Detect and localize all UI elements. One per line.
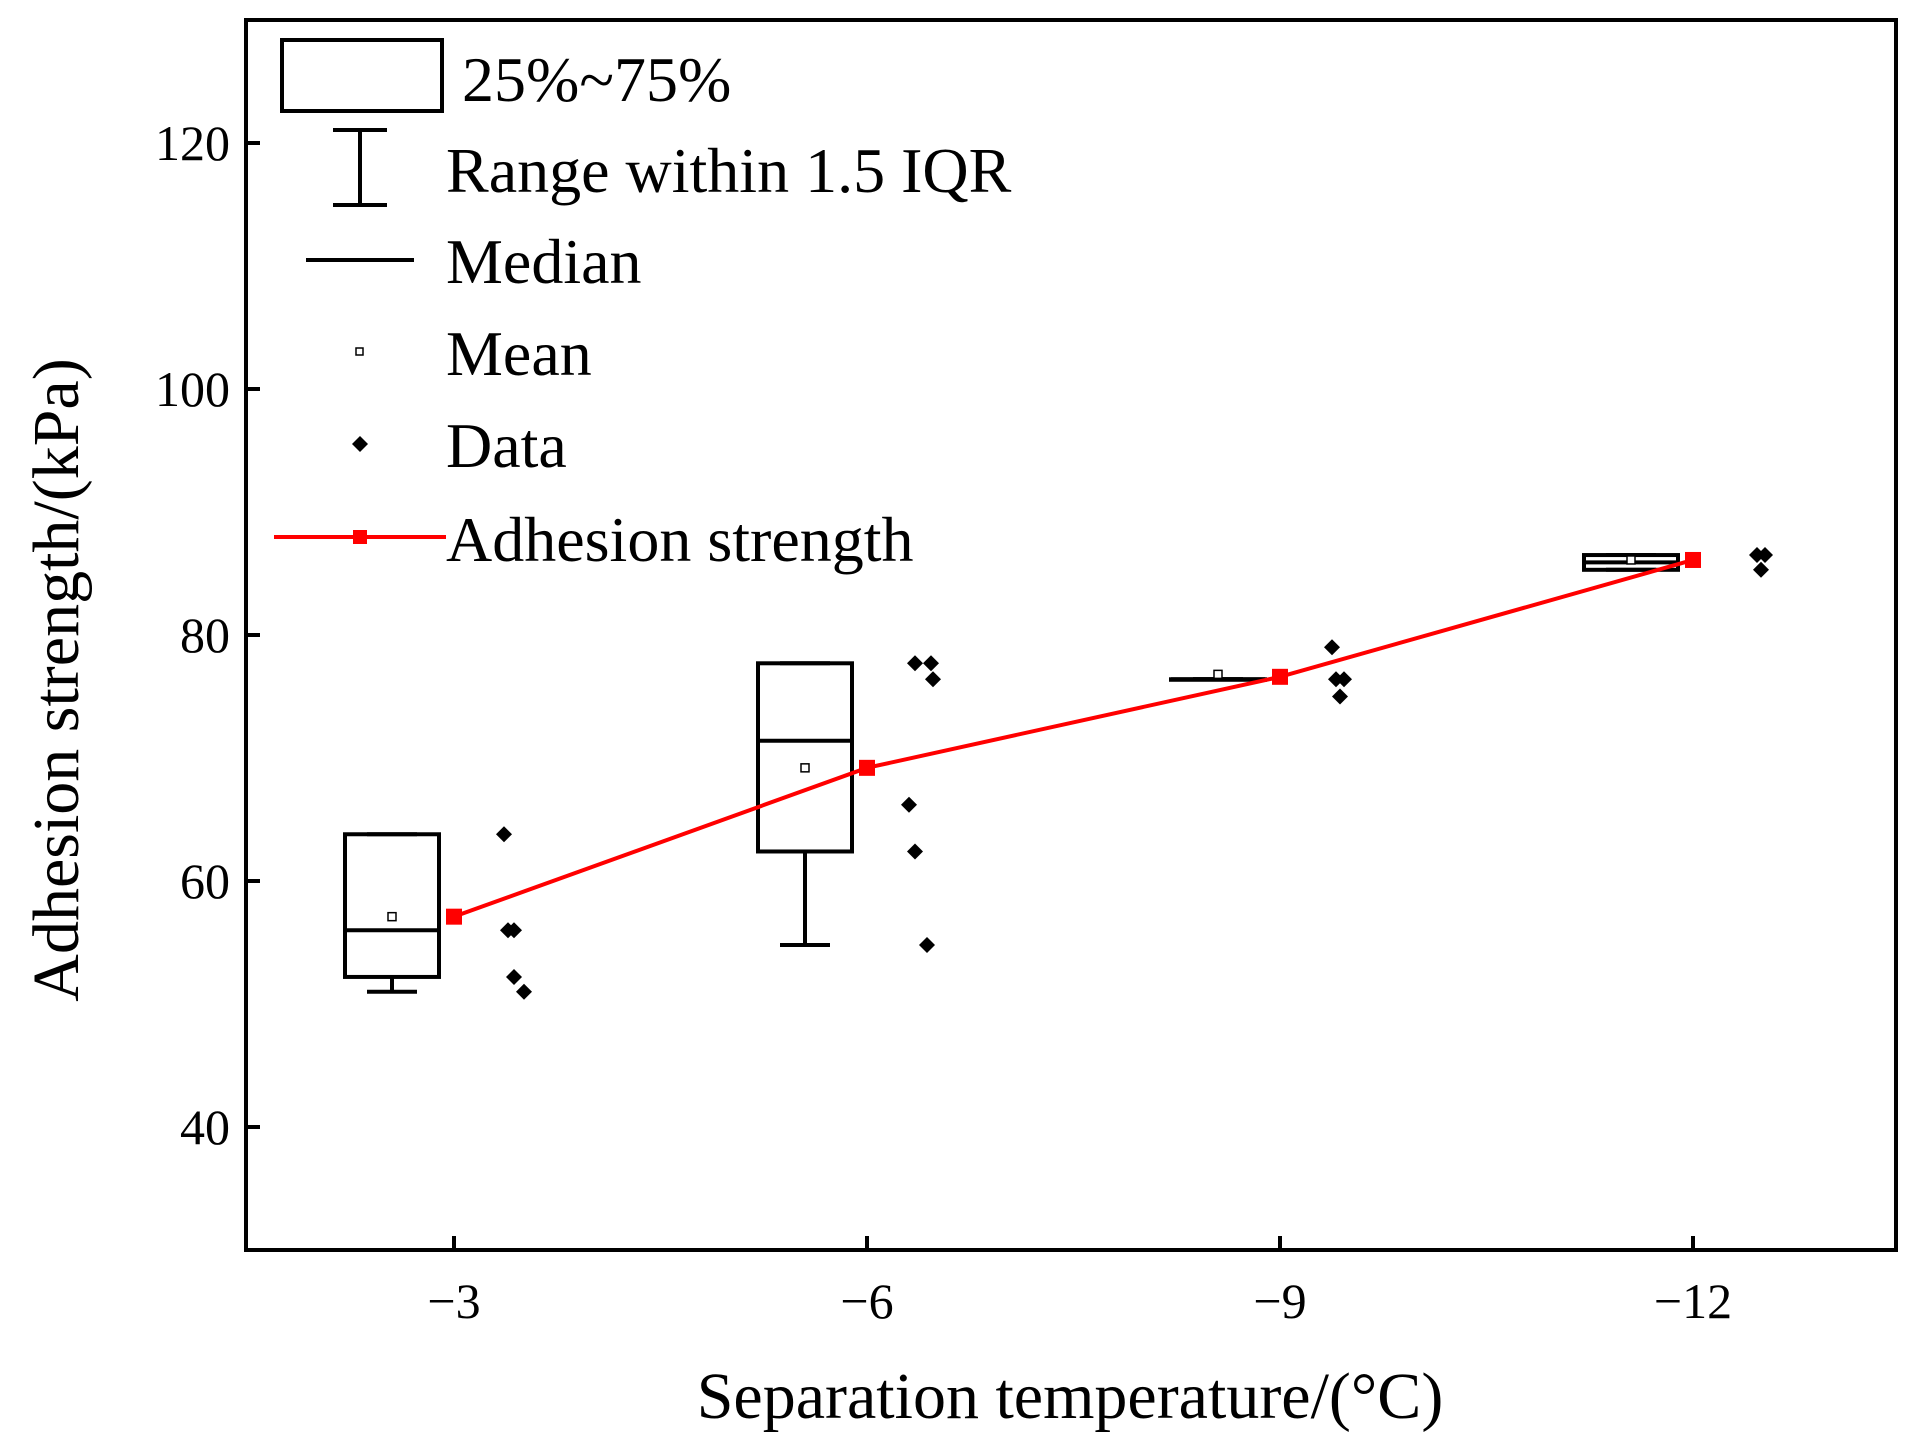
series-group: [446, 551, 1701, 925]
data-point: [925, 671, 941, 688]
y-axis: 40 60 80 100 120: [155, 115, 260, 1155]
data-point: [923, 655, 939, 672]
series-line: [453, 558, 1694, 919]
x-tick-label: −6: [840, 1273, 893, 1329]
mean-marker: [1213, 669, 1223, 680]
data-point: [1753, 561, 1769, 578]
x-axis: −3 −6 −9 −12: [427, 1236, 1732, 1329]
series-point: [446, 908, 462, 925]
x-tick-label: −3: [427, 1273, 480, 1329]
legend-label-whisker: Range within 1.5 IQR: [446, 135, 1012, 206]
legend: 25%~75% Range within 1.5 IQR Median Mean…: [274, 38, 1012, 575]
x-axis-title: Separation temperature/(°C): [697, 1360, 1444, 1433]
data-point: [506, 968, 522, 985]
series-point: [859, 759, 875, 776]
data-point: [496, 826, 512, 843]
y-tick-label: 120: [155, 115, 230, 171]
box-group: [343, 553, 1680, 994]
legend-data-icon: [352, 436, 368, 452]
series-point: [1272, 668, 1288, 685]
legend-label-line: Adhesion strength: [446, 504, 914, 575]
mean-marker: [387, 911, 397, 922]
data-point: [919, 936, 935, 953]
data-point: [901, 796, 917, 813]
data-point: [500, 922, 516, 939]
data-point: [516, 983, 532, 1000]
mean-marker: [1626, 555, 1636, 565]
y-tick-label: 60: [180, 853, 230, 909]
iqr-box: [343, 832, 441, 979]
y-tick-label: 40: [180, 1099, 230, 1155]
legend-label-box: 25%~75%: [462, 44, 731, 115]
mean-marker: [800, 763, 810, 773]
y-tick-label: 80: [180, 607, 230, 663]
data-point: [907, 655, 923, 672]
legend-mean-icon: [355, 347, 364, 356]
legend-line-icon: [274, 530, 446, 544]
series-point: [1685, 551, 1701, 568]
data-point: [907, 843, 923, 860]
data-point: [1332, 688, 1348, 705]
legend-whisker-icon: [333, 128, 387, 207]
y-axis-title: Adhesion strength/(kPa): [20, 358, 93, 1001]
data-points-group: [496, 547, 1773, 1000]
legend-label-mean: Mean: [446, 318, 592, 389]
legend-label-data: Data: [446, 410, 567, 481]
y-tick-label: 100: [155, 361, 230, 417]
data-point: [1757, 547, 1773, 564]
data-point: [1336, 671, 1352, 688]
iqr-box: [756, 661, 854, 854]
legend-label-median: Median: [446, 226, 642, 297]
legend-box-icon: [280, 38, 444, 113]
data-point: [1324, 639, 1340, 656]
x-tick-label: −12: [1654, 1273, 1732, 1329]
x-tick-label: −9: [1253, 1273, 1306, 1329]
